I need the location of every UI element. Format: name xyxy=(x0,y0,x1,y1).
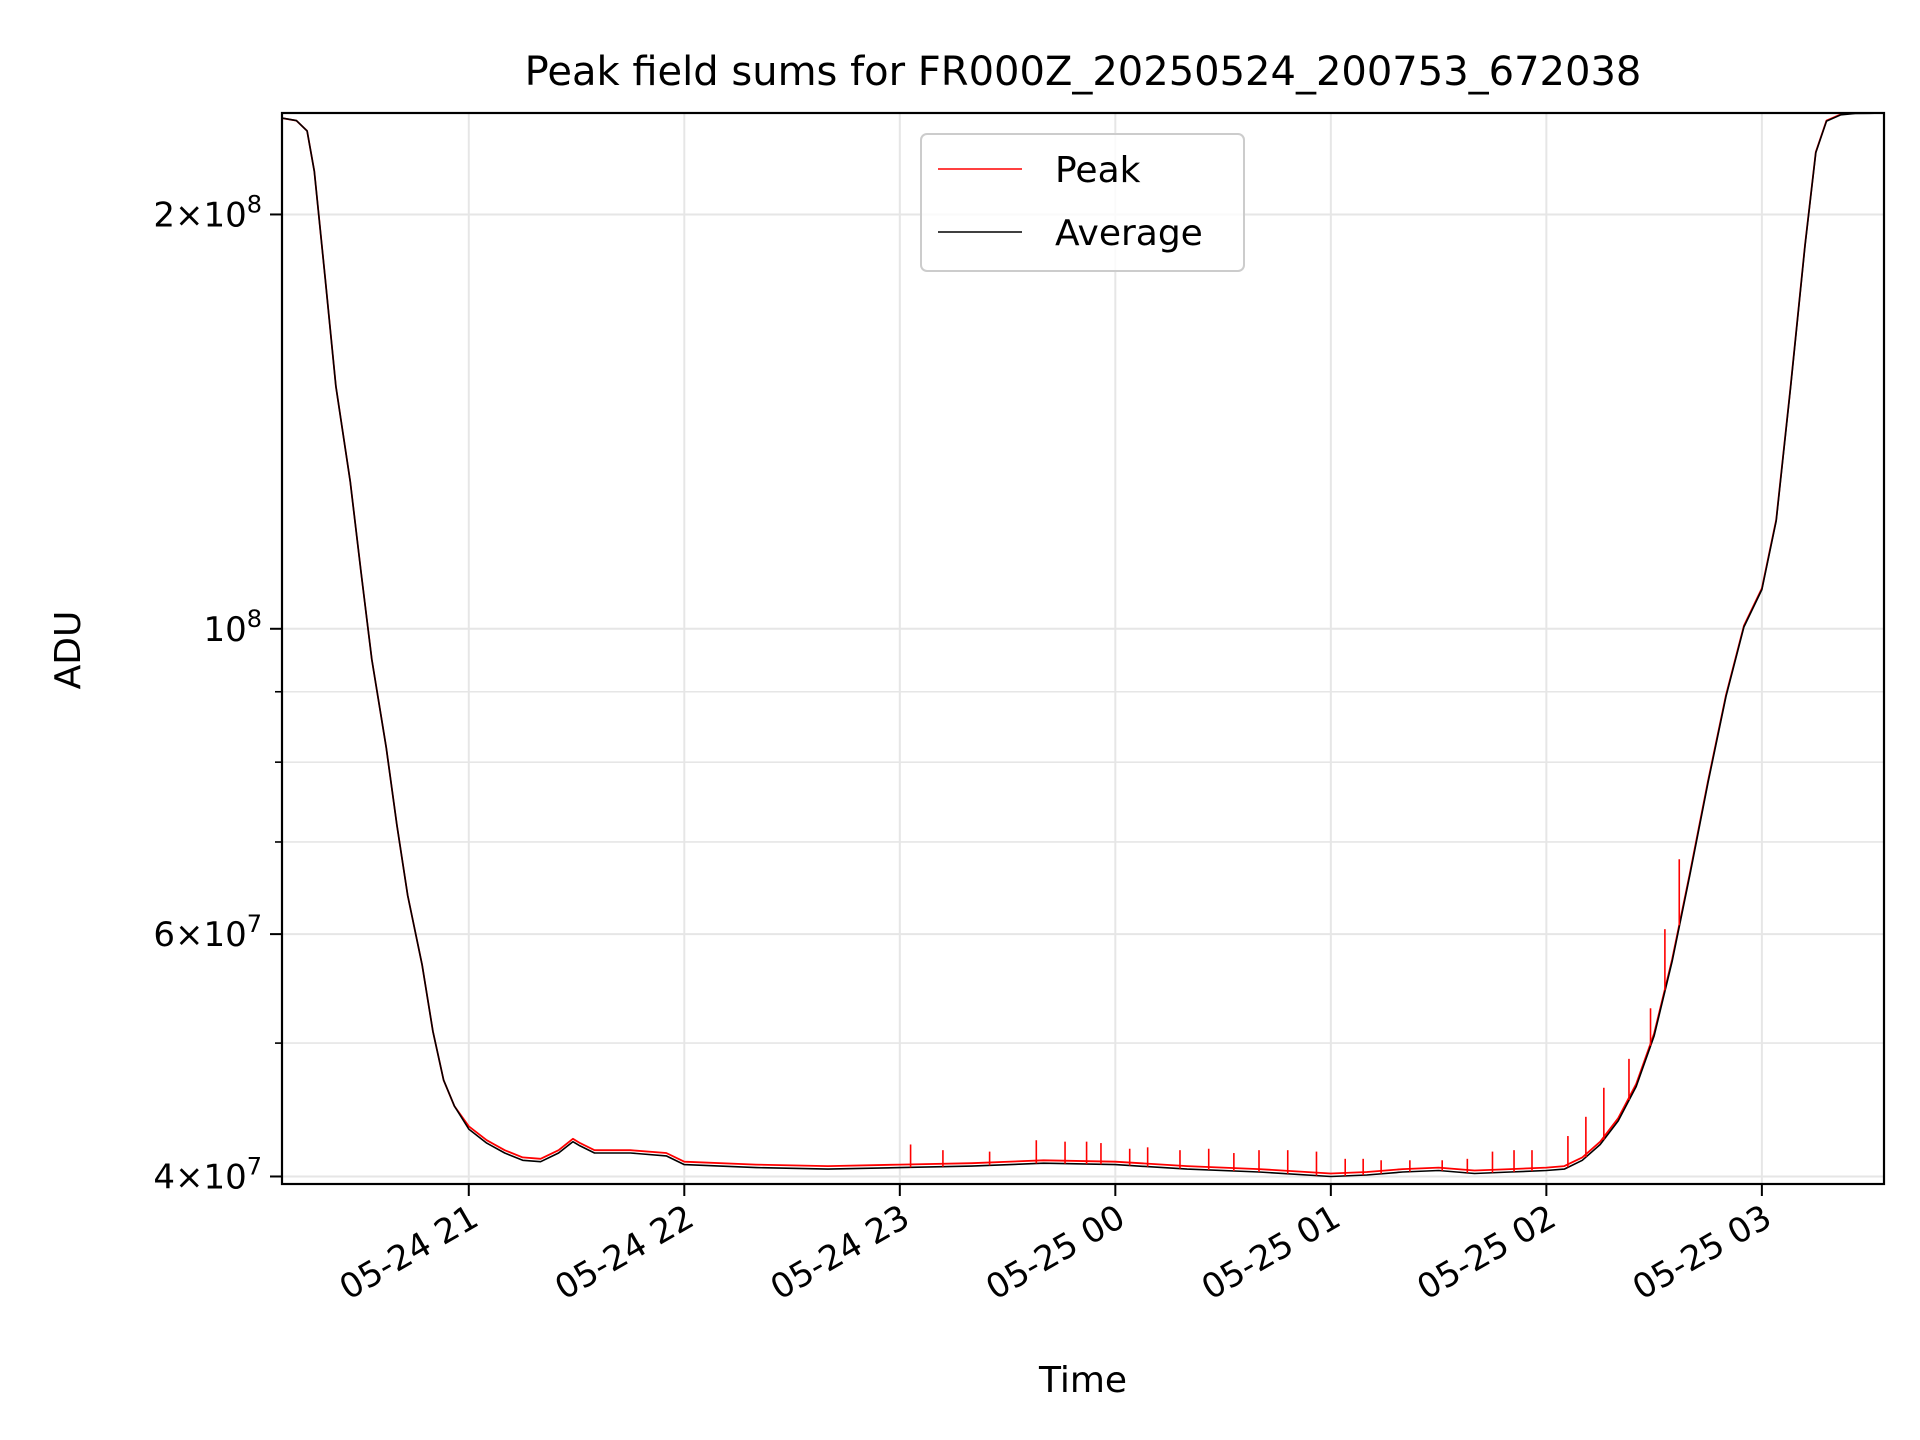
y-tick-label-mult: × xyxy=(175,1157,204,1197)
y-tick-label-pow: 10 xyxy=(203,610,246,650)
y-tick-label-exp: 8 xyxy=(247,190,262,218)
y-tick-label: 2×108 xyxy=(153,190,262,235)
plot-frame xyxy=(280,111,1886,1186)
plot-lines xyxy=(281,112,1885,1178)
y-tick-label-base: 6 xyxy=(153,915,175,955)
y-tick-label-mult: × xyxy=(175,195,204,235)
y-tick-label: 4×107 xyxy=(153,1152,262,1197)
y-tick-label-exp: 7 xyxy=(247,1152,262,1180)
legend-label-average: Average xyxy=(1055,213,1203,254)
y-tick-label-exp: 7 xyxy=(247,910,262,938)
y-tick-label-base: 4 xyxy=(153,1157,175,1197)
series-line-average xyxy=(281,112,1885,1178)
y-tick-label-exp: 8 xyxy=(247,605,262,633)
y-tick-label: 108 xyxy=(203,605,262,650)
legend: Peak Average xyxy=(920,133,1245,272)
y-tick-label: 6×107 xyxy=(153,910,262,955)
y-axis-label: ADU xyxy=(48,611,89,690)
y-tick-label-base: 2 xyxy=(153,195,175,235)
x-axis-label: Time xyxy=(1038,1360,1127,1401)
y-tick-label-mult: × xyxy=(175,915,204,955)
legend-label-peak: Peak xyxy=(1055,150,1141,191)
y-tick-label-pow: 10 xyxy=(203,1157,246,1197)
chart-title: Peak field sums for FR000Z_20250524_2007… xyxy=(525,49,1642,95)
y-tick-label-pow: 10 xyxy=(203,195,246,235)
y-tick-label-pow: 10 xyxy=(203,915,246,955)
